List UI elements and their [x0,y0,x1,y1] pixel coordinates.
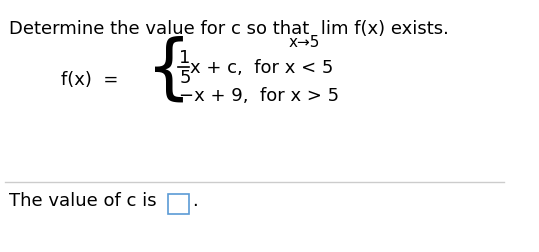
FancyBboxPatch shape [168,194,189,214]
Text: .: . [192,191,197,209]
Text: {: { [147,35,192,104]
Text: The value of c is: The value of c is [10,191,157,209]
Text: −x + 9,  for x > 5: −x + 9, for x > 5 [179,87,340,105]
Text: x + c,  for x < 5: x + c, for x < 5 [190,59,333,77]
Text: f(x)  =: f(x) = [61,71,119,89]
Text: 5: 5 [179,69,191,87]
Text: 1: 1 [179,49,191,67]
Text: x→5: x→5 [288,35,320,50]
Text: Determine the value for c so that  lim f(x) exists.: Determine the value for c so that lim f(… [10,20,450,38]
